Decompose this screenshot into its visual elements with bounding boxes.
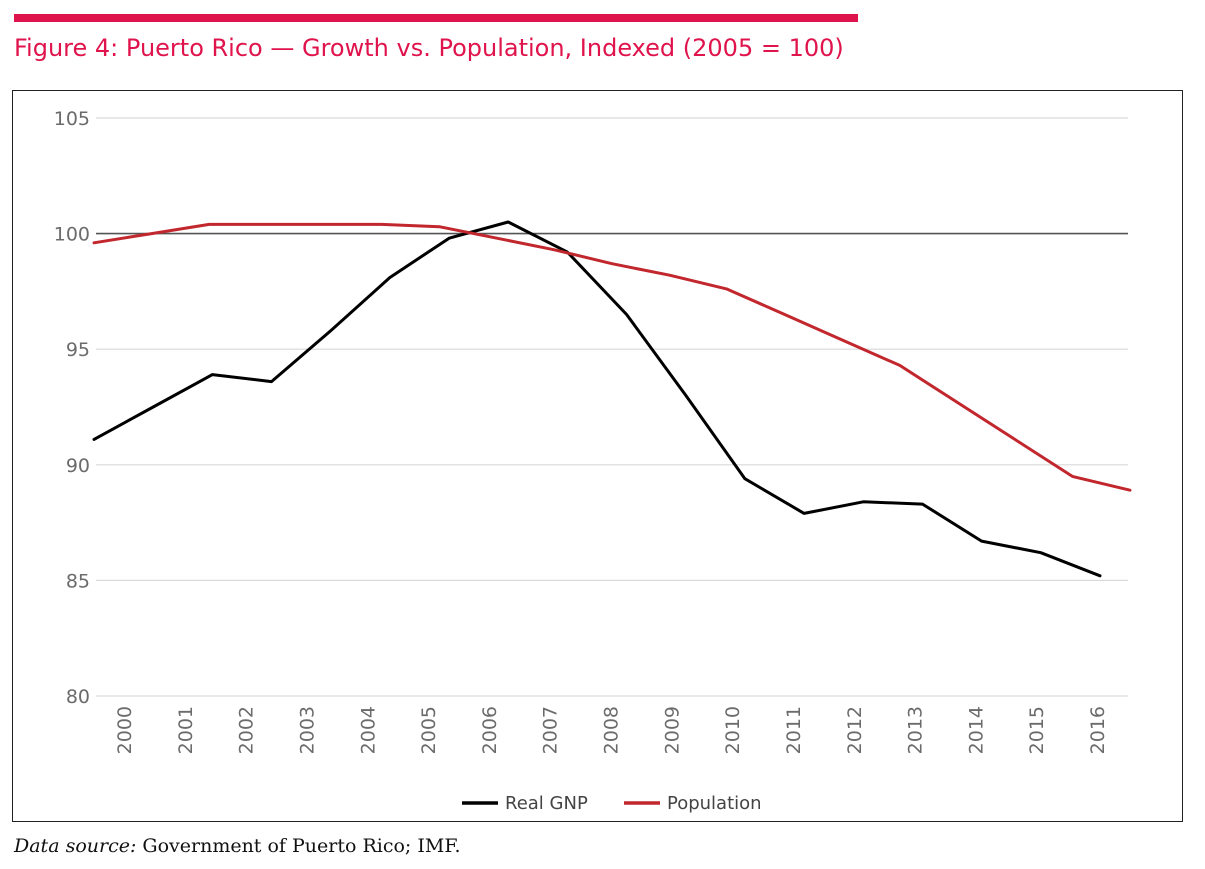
- x-tick-label: 2012: [844, 706, 866, 754]
- x-tick-label: 2016: [1087, 706, 1109, 754]
- x-tick-label: 2007: [540, 706, 562, 754]
- legend: Real GNP Population: [462, 793, 762, 814]
- y-tick-label: 80: [66, 686, 90, 708]
- figure-title: Figure 4: Puerto Rico — Growth vs. Popul…: [14, 34, 844, 62]
- title-accent-bar: [14, 14, 858, 22]
- x-tick-label: 2001: [175, 706, 197, 754]
- chart-frame: [12, 90, 1183, 822]
- series-lines: [92, 220, 1132, 578]
- x-tick-label: 2011: [783, 706, 805, 754]
- x-tick-label: 2000: [114, 706, 136, 754]
- y-tick-label: 95: [66, 339, 90, 361]
- y-tick-label: 85: [66, 570, 90, 592]
- x-tick-label: 2009: [661, 706, 683, 754]
- x-tick-label: 2005: [418, 706, 440, 754]
- legend-label: Real GNP: [505, 793, 588, 814]
- legend-label: Population: [667, 793, 762, 814]
- x-tick-label: 2003: [296, 706, 318, 754]
- x-axis-ticks: 2000 2001 2002 2003 2004 2005 2006 2007 2008 2009…: [114, 706, 1109, 754]
- x-tick-label: 2006: [479, 706, 501, 754]
- y-tick-label: 100: [54, 224, 90, 246]
- y-axis-ticks: 80 85 90 95 100 105: [54, 108, 90, 708]
- series-line-population: [92, 222, 1132, 492]
- y-tick-label: 90: [66, 455, 90, 477]
- x-tick-label: 2013: [905, 706, 927, 754]
- y-tick-label: 105: [54, 108, 90, 130]
- series-line-real-gnp: [92, 220, 1102, 578]
- data-source-text: Government of Puerto Rico; IMF.: [136, 835, 461, 857]
- data-source-note: Data source: Government of Puerto Rico; …: [14, 835, 461, 857]
- x-tick-label: 2002: [236, 706, 258, 754]
- x-tick-label: 2010: [722, 706, 744, 754]
- gridlines: [96, 117, 1128, 697]
- x-tick-label: 2004: [357, 706, 379, 754]
- x-tick-label: 2014: [965, 706, 987, 754]
- x-tick-label: 2015: [1026, 706, 1048, 754]
- x-tick-label: 2008: [601, 706, 623, 754]
- data-source-label: Data source:: [14, 835, 137, 857]
